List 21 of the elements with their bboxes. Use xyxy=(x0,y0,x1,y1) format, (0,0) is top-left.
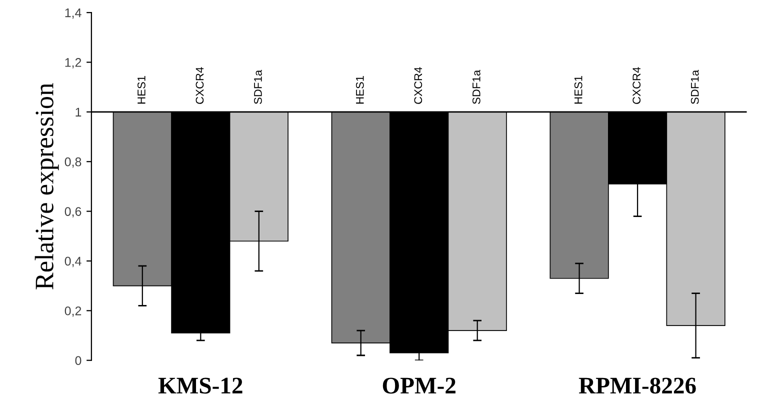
y-tick-label: 0,6 xyxy=(64,207,82,218)
y-tick-label: 0 xyxy=(75,356,82,365)
y-tick-label: 1,4 xyxy=(65,8,82,19)
text: CXCR4 xyxy=(414,67,422,104)
x-tick-label: RPMI-8226 xyxy=(578,378,696,394)
text: SDF1a xyxy=(254,70,262,104)
text: SDF1a xyxy=(472,70,480,104)
x-tick-label: KMS-12 xyxy=(158,378,242,394)
y-tick-label: 0,4 xyxy=(64,256,82,268)
x-tick-label: OPM-2 xyxy=(382,378,456,394)
text: HES1 xyxy=(356,76,364,104)
y-tick-label: 1 xyxy=(76,108,82,116)
y-axis-title: Relative expression xyxy=(34,83,59,290)
y-tick-label: 1,2 xyxy=(65,58,82,68)
text: HES1 xyxy=(574,76,582,104)
y-tick-label: 0,8 xyxy=(64,157,82,168)
text: CXCR4 xyxy=(632,67,641,104)
text: SDF1a xyxy=(690,70,699,104)
y-tick-label: 0,2 xyxy=(64,306,82,317)
text: HES1 xyxy=(138,76,146,104)
text: CXCR4 xyxy=(196,67,204,104)
